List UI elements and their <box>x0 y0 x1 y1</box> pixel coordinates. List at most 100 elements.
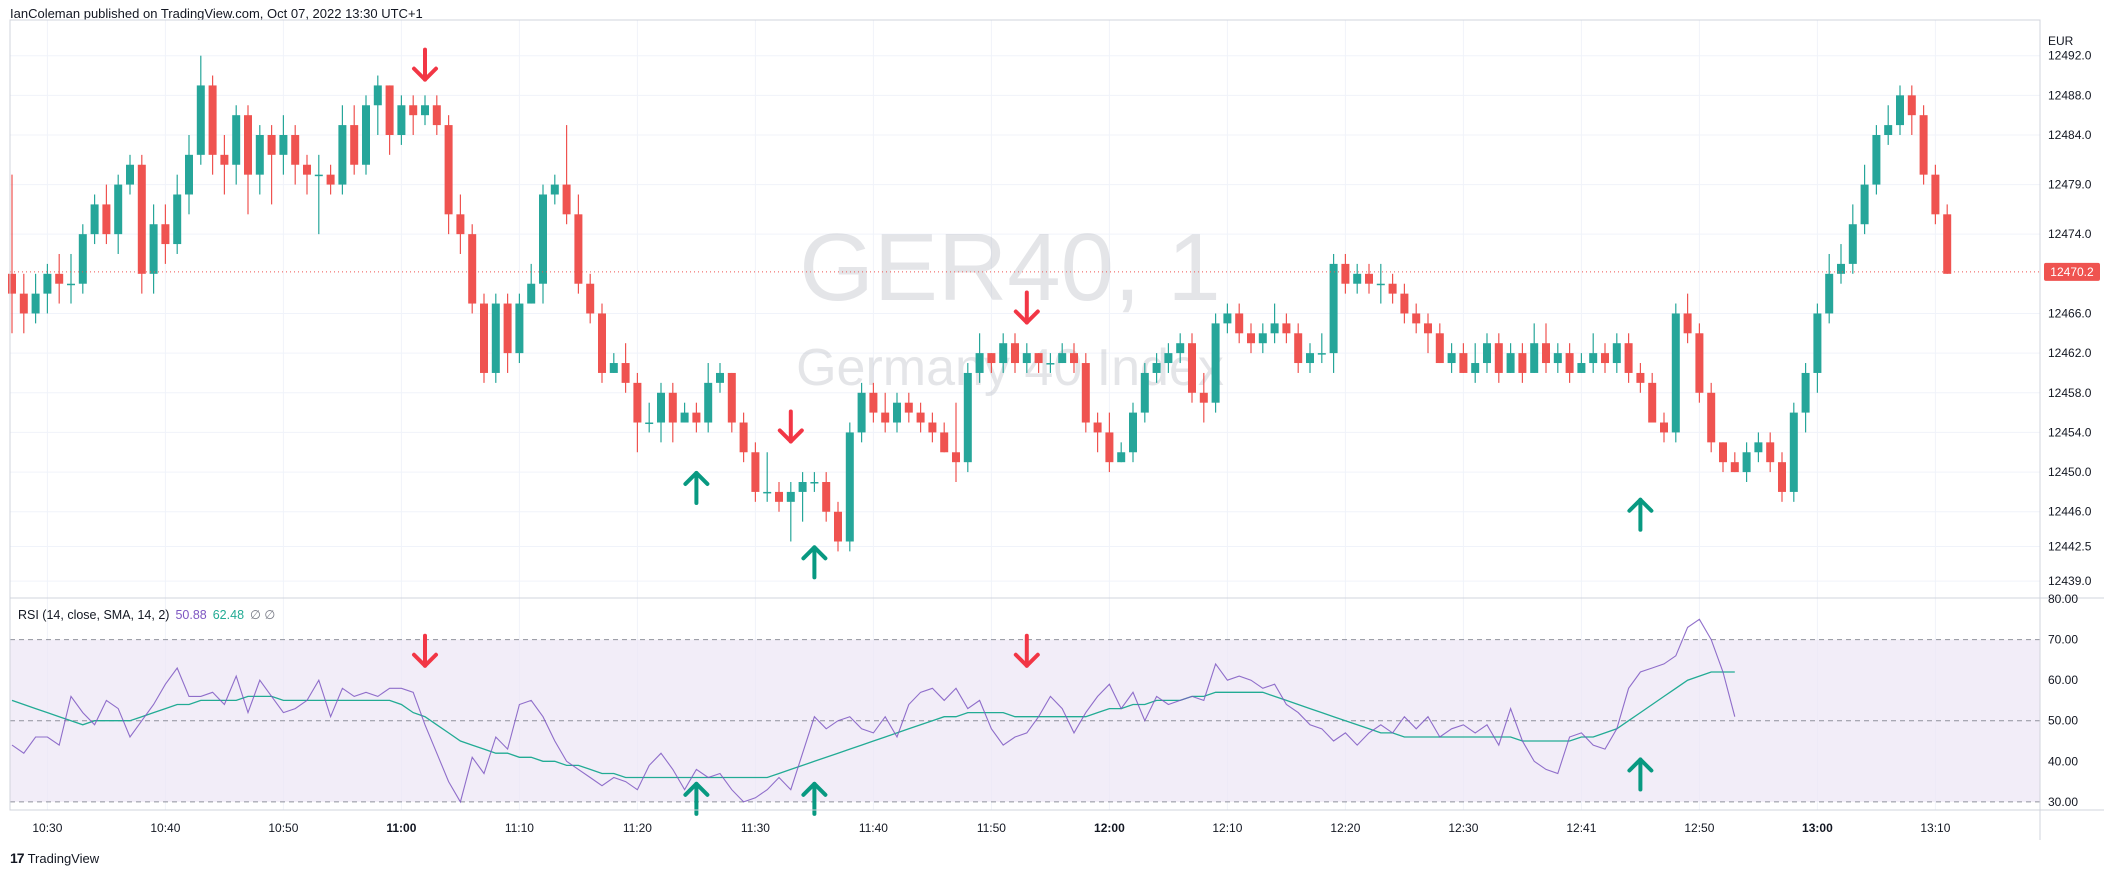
tradingview-logo[interactable]: 17 TradingView <box>10 850 99 866</box>
candle-body <box>19 293 28 314</box>
candle <box>31 273 40 324</box>
down-arrow-icon <box>1013 290 1040 325</box>
candle <box>940 422 949 453</box>
candle <box>1058 343 1067 364</box>
candle <box>1176 333 1185 364</box>
candle <box>90 194 99 245</box>
candle <box>869 382 878 423</box>
candle-body <box>987 353 996 364</box>
candle-body <box>137 164 146 274</box>
candle <box>916 402 925 433</box>
candle <box>1129 402 1137 463</box>
candle-body <box>1459 353 1468 373</box>
candle <box>114 174 123 254</box>
rsi-axis[interactable]: 80.00 70.00 60.00 50.00 40.00 30.00 <box>2048 592 2078 809</box>
candle <box>232 105 241 185</box>
candle <box>657 382 665 443</box>
candle-body <box>1825 273 1834 314</box>
candle-body <box>196 85 205 155</box>
price-tick-label: 12488.0 <box>2048 88 2092 102</box>
candle-body <box>1789 412 1798 492</box>
candle-body <box>1483 343 1491 364</box>
candle-body <box>1353 273 1362 284</box>
candle-body <box>1164 353 1173 364</box>
candle-body <box>1447 353 1456 364</box>
candle-body <box>550 184 559 195</box>
price-tick-label: 12492.0 <box>2048 49 2092 63</box>
candle-body <box>1837 263 1845 274</box>
candle <box>621 343 630 393</box>
price-tick-label: 12458.0 <box>2048 386 2092 400</box>
candle <box>515 293 524 364</box>
up-arrow-icon <box>683 470 710 505</box>
up-arrow-icon <box>683 781 710 816</box>
candle-body <box>114 184 123 235</box>
candle <box>1447 343 1456 373</box>
candle <box>303 154 311 195</box>
price-axis[interactable]: 12492.0 12488.0 12484.0 12479.0 12474.0 12466… <box>2048 49 2092 588</box>
candle <box>1601 343 1609 373</box>
candle-body <box>1329 263 1338 354</box>
candle <box>739 412 748 463</box>
candle <box>480 293 488 383</box>
price-tick-label: 12466.0 <box>2048 306 2092 320</box>
rsi-tick-label: 70.00 <box>2048 633 2078 647</box>
down-arrow-icon <box>1013 633 1040 668</box>
candle-body <box>1235 313 1244 334</box>
candle-body <box>716 372 724 383</box>
candle <box>1046 353 1055 373</box>
candle <box>798 472 807 522</box>
time-tick-label: 13:00 <box>1802 821 1833 835</box>
candle-body <box>609 363 618 373</box>
candle-body <box>1129 412 1137 453</box>
chart-frame <box>9 19 2104 840</box>
arrow-head <box>683 781 710 797</box>
candle <box>987 353 996 373</box>
candle <box>244 105 252 215</box>
candle <box>1589 333 1598 373</box>
candle <box>291 125 300 185</box>
candle-body <box>31 293 40 314</box>
candle-body <box>1778 462 1786 492</box>
candle <box>1105 412 1114 473</box>
candle-body <box>1683 313 1692 334</box>
candle-body <box>326 174 335 185</box>
candle-body <box>822 482 831 512</box>
candle-body <box>255 135 264 175</box>
candle-body <box>633 382 642 423</box>
candle-body <box>857 392 866 433</box>
candle <box>645 402 654 433</box>
rsi-legend[interactable]: RSI (14, close, SMA, 14, 2) 50.88 62.48 ∅ ∅ <box>18 607 275 622</box>
candle-body <box>1376 283 1385 286</box>
candle <box>468 224 477 314</box>
candle-body <box>798 482 807 492</box>
time-axis[interactable]: 10:30 10:40 10:50 11:00 11:10 11:20 11:30 11:40… <box>32 821 1950 835</box>
tradingview-logo-text: TradingView <box>27 850 100 866</box>
candle <box>857 382 866 443</box>
time-tick-label: 11:40 <box>859 821 888 835</box>
candle <box>208 75 217 175</box>
candle <box>1612 333 1621 373</box>
candle <box>727 372 736 433</box>
candle-body <box>786 491 795 502</box>
rsi-extra-values: ∅ ∅ <box>250 608 276 622</box>
candle <box>503 293 512 373</box>
candle <box>1907 85 1916 136</box>
arrow-head <box>1013 652 1040 668</box>
candle-body <box>621 363 630 383</box>
candle <box>373 75 382 136</box>
candle-body <box>1719 442 1727 463</box>
candle <box>1341 253 1350 294</box>
time-tick-label: 12:00 <box>1094 821 1125 835</box>
candle-body <box>491 303 500 373</box>
candle-body <box>999 343 1008 364</box>
candle-body <box>975 353 984 373</box>
up-arrow-icon <box>801 781 828 816</box>
candle <box>491 293 500 383</box>
candle <box>1034 353 1043 373</box>
candle <box>385 85 394 155</box>
candle-body <box>515 303 524 354</box>
candle <box>1801 363 1810 433</box>
candle-body <box>291 135 300 165</box>
